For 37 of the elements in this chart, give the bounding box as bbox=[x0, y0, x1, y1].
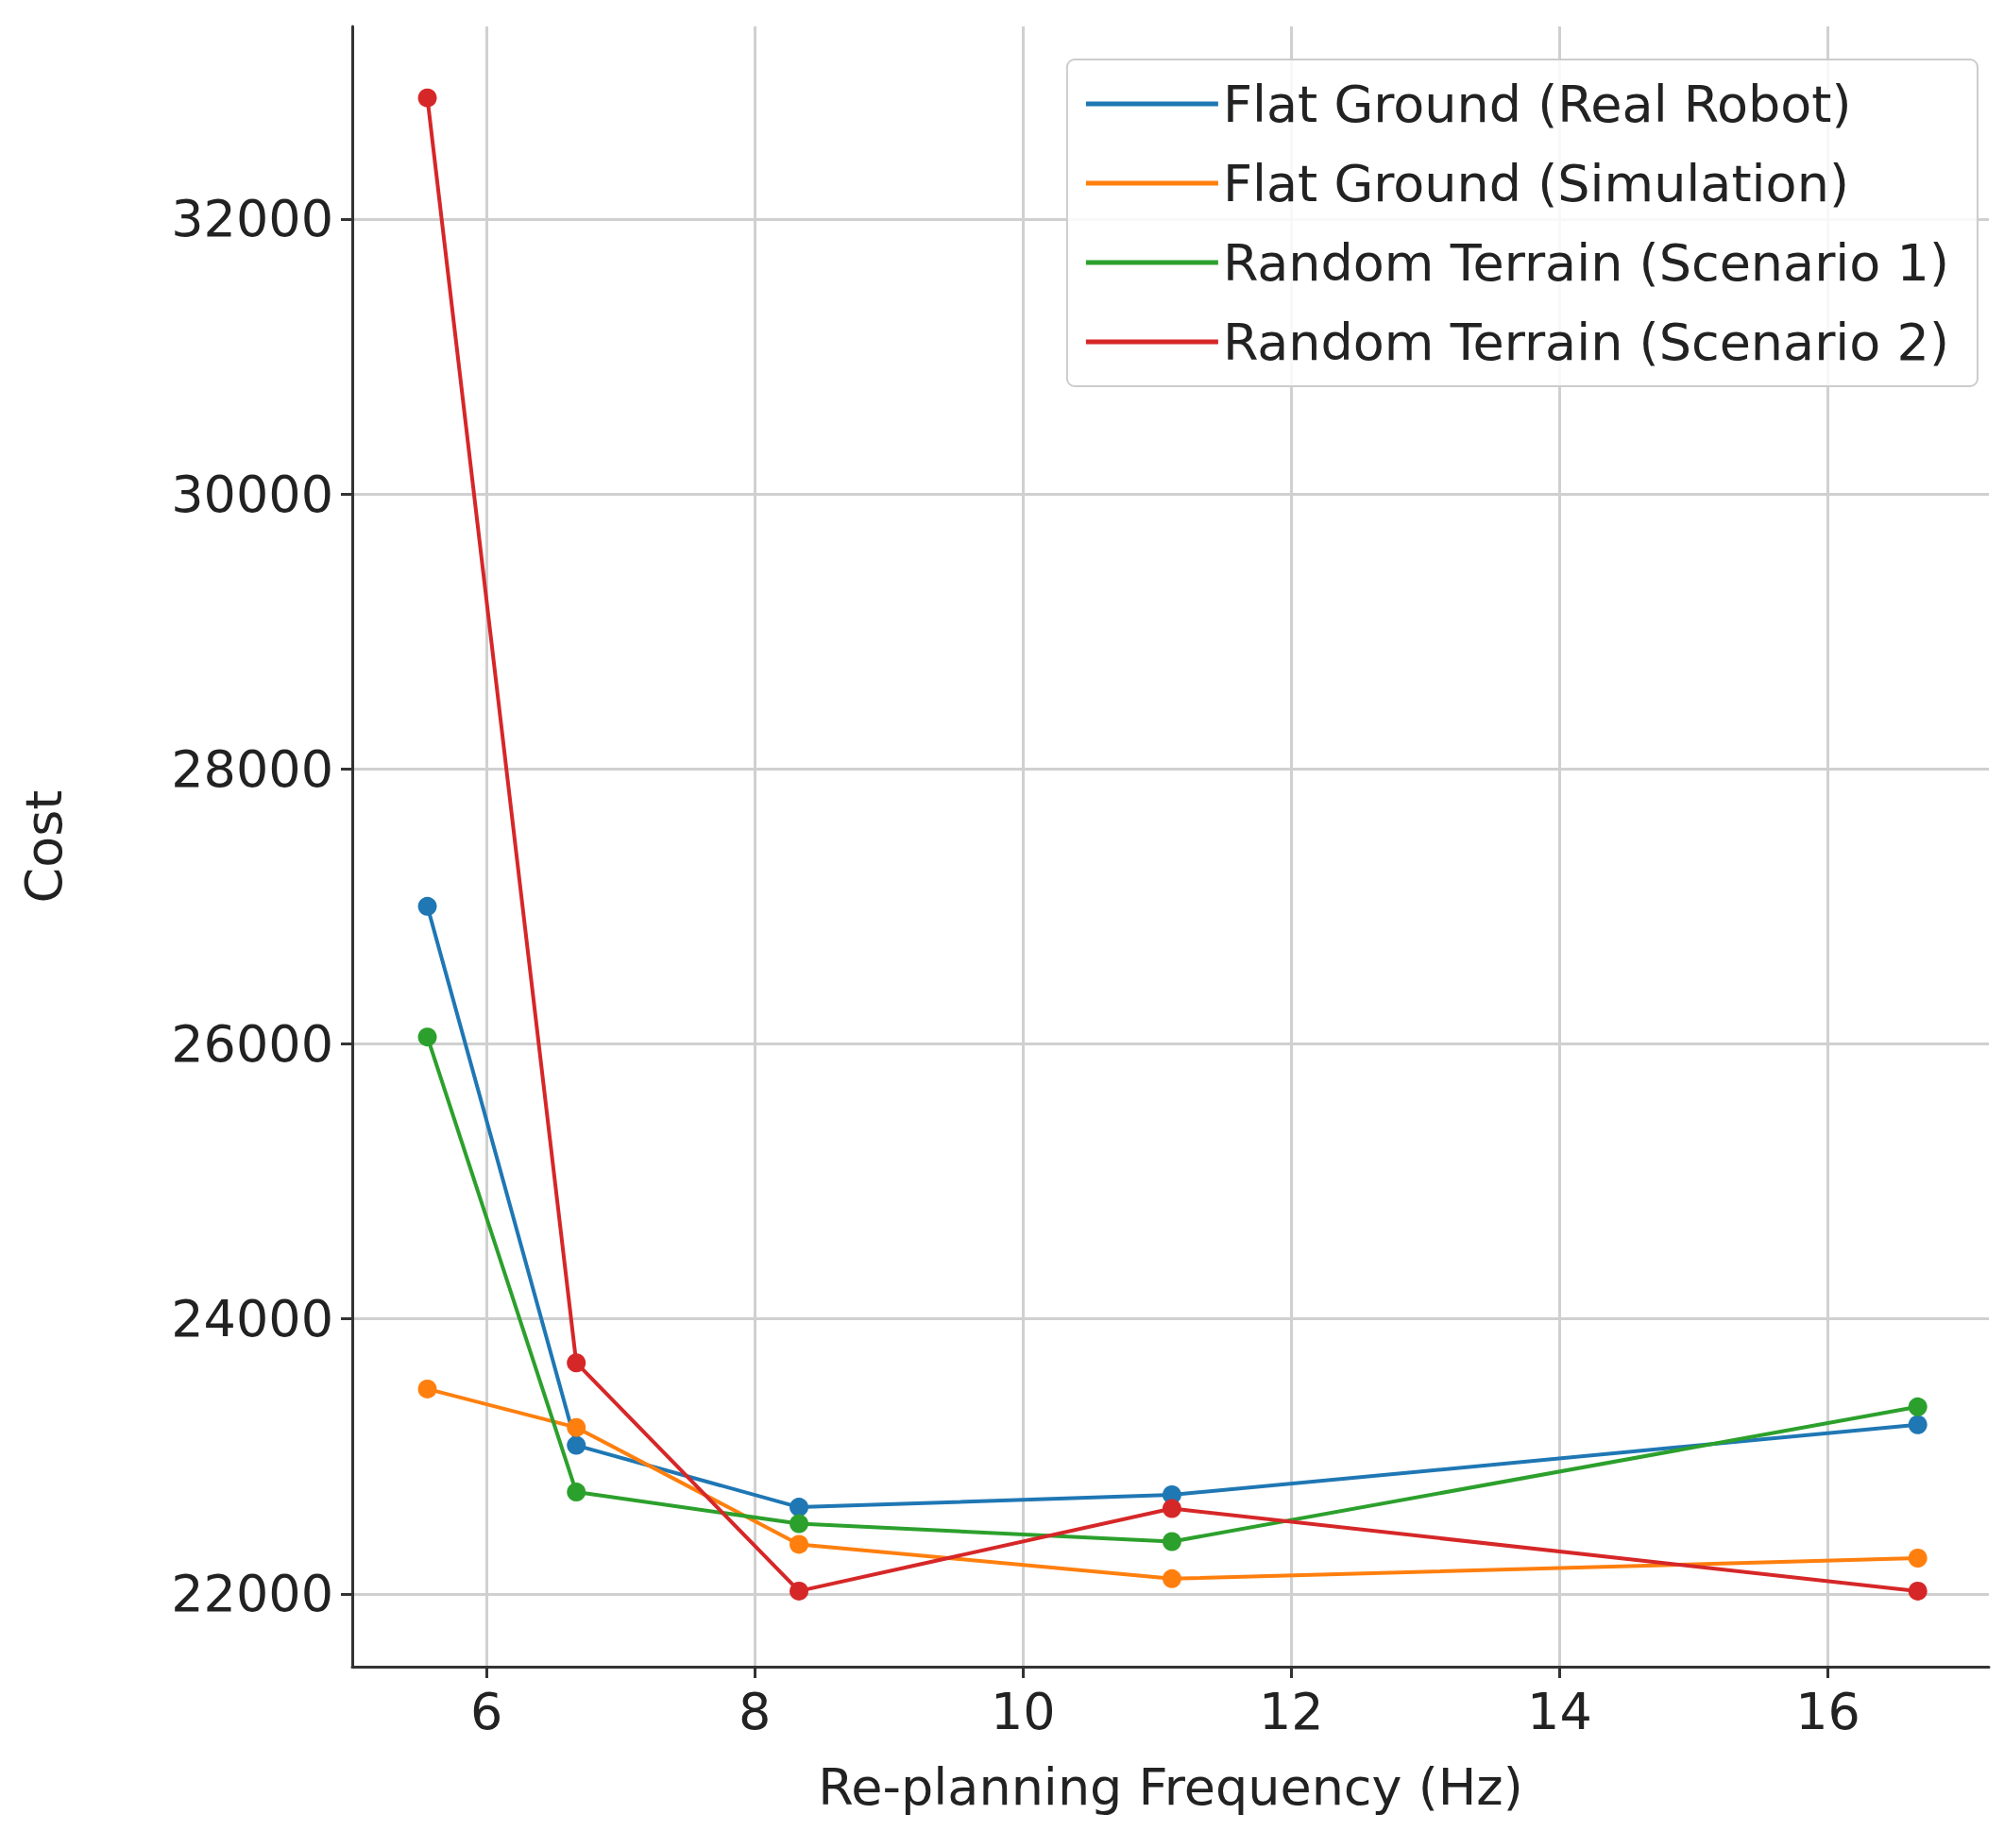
point bbox=[1908, 1397, 1928, 1416]
y-tick-label: 24000 bbox=[171, 1289, 333, 1349]
point bbox=[1162, 1499, 1181, 1518]
point bbox=[790, 1498, 809, 1517]
y-tick-label: 28000 bbox=[171, 738, 333, 799]
point bbox=[417, 1027, 437, 1047]
point bbox=[1908, 1548, 1928, 1568]
legend-label: Random Terrain (Scenario 1) bbox=[1222, 232, 1949, 293]
x-tick-label: 12 bbox=[1258, 1681, 1324, 1741]
y-tick-label: 32000 bbox=[171, 189, 333, 249]
y-tick-label: 26000 bbox=[171, 1013, 333, 1074]
point bbox=[1162, 1532, 1181, 1551]
legend-label: Random Terrain (Scenario 2) bbox=[1222, 312, 1949, 372]
legend-label: Flat Ground (Real Robot) bbox=[1222, 74, 1852, 134]
point bbox=[417, 896, 437, 916]
point bbox=[1908, 1415, 1928, 1434]
point bbox=[567, 1353, 586, 1373]
point bbox=[790, 1581, 809, 1601]
point bbox=[417, 88, 437, 108]
x-tick-label: 10 bbox=[990, 1681, 1056, 1741]
legend-label: Flat Ground (Simulation) bbox=[1222, 153, 1849, 213]
point bbox=[567, 1483, 586, 1502]
x-tick-label: 8 bbox=[738, 1681, 772, 1741]
x-tick-label: 14 bbox=[1527, 1681, 1592, 1741]
point bbox=[790, 1514, 809, 1534]
point bbox=[417, 1379, 437, 1399]
y-axis-title: Cost bbox=[13, 789, 74, 904]
y-tick-label: 30000 bbox=[171, 464, 333, 524]
x-axis-title: Re-planning Frequency (Hz) bbox=[818, 1756, 1523, 1817]
point bbox=[567, 1435, 586, 1455]
x-tick-label: 16 bbox=[1795, 1681, 1860, 1741]
point bbox=[1162, 1568, 1181, 1588]
y-tick-label: 22000 bbox=[171, 1564, 333, 1624]
point bbox=[567, 1417, 586, 1437]
point bbox=[790, 1534, 809, 1554]
x-tick-label: 6 bbox=[469, 1681, 503, 1741]
point bbox=[1908, 1581, 1928, 1601]
